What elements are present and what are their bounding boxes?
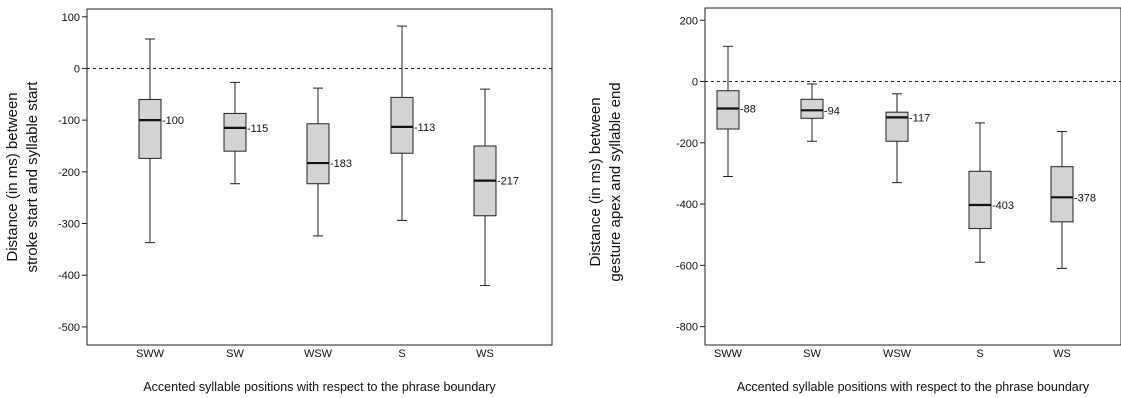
y-axis-title-line-2: gesture apex and syllable end bbox=[607, 82, 624, 281]
iqr-box bbox=[800, 98, 824, 119]
y-tick-label: -400 bbox=[676, 199, 698, 211]
x-tick-label: WS bbox=[476, 348, 494, 360]
box-ws: -378 bbox=[1050, 130, 1096, 269]
x-tick-label: WSW bbox=[304, 348, 333, 360]
median-label: -113 bbox=[414, 122, 435, 134]
x-tick-label: WSW bbox=[883, 348, 912, 360]
y-axis-title-line-1: Distance (in ms) between bbox=[4, 92, 21, 261]
box-sw: -94 bbox=[800, 83, 840, 142]
box-s: -113 bbox=[390, 25, 435, 221]
box-s: -403 bbox=[968, 122, 1014, 263]
median-label: -94 bbox=[824, 105, 840, 117]
box-wsw: -117 bbox=[885, 93, 930, 184]
y-tick-label: -400 bbox=[58, 270, 80, 282]
chart-panel-2: 200 0 -200 -400 -600 -800 -88 SWW -94 SW -117 WSW -4… bbox=[587, 7, 1121, 394]
x-tick-label: SW bbox=[803, 348, 821, 360]
y-tick-label: 200 bbox=[680, 15, 698, 27]
plot-frame bbox=[704, 7, 1121, 346]
y-tick-label: -300 bbox=[58, 219, 80, 231]
iqr-box bbox=[390, 96, 414, 154]
median-label: -117 bbox=[909, 112, 930, 124]
chart-panel-1: 100 0 -100 -200 -300 -400 -500 -100 SWW -115 SW -18… bbox=[4, 8, 553, 394]
y-tick-label: -100 bbox=[58, 115, 80, 127]
x-tick-label: WS bbox=[1053, 348, 1071, 360]
iqr-box bbox=[223, 112, 247, 152]
box-ws: -217 bbox=[473, 88, 519, 287]
plot-frame bbox=[86, 8, 553, 346]
y-tick-label: 0 bbox=[74, 63, 80, 75]
iqr-box bbox=[716, 90, 740, 130]
median-label: -217 bbox=[497, 176, 519, 188]
box-sww: -100 bbox=[138, 38, 184, 244]
y-tick-label: 100 bbox=[62, 12, 80, 24]
y-tick-label: -200 bbox=[58, 167, 80, 179]
box-sw: -115 bbox=[223, 81, 268, 185]
iqr-box bbox=[885, 111, 909, 142]
median-label: -100 bbox=[162, 115, 184, 127]
box-wsw: -183 bbox=[306, 87, 352, 237]
median-label: -88 bbox=[740, 103, 756, 115]
median-label: -115 bbox=[247, 123, 268, 135]
y-axis-title-line-1: Distance (in ms) between bbox=[587, 97, 604, 266]
iqr-box bbox=[306, 123, 330, 185]
box-sww: -88 bbox=[716, 45, 756, 177]
x-tick-label: S bbox=[398, 348, 405, 360]
x-tick-label: SWW bbox=[136, 348, 165, 360]
y-tick-label: -200 bbox=[676, 138, 698, 150]
y-tick-label: -600 bbox=[676, 260, 698, 272]
iqr-box bbox=[138, 98, 162, 159]
x-tick-label: S bbox=[976, 348, 983, 360]
median-label: -403 bbox=[992, 200, 1014, 212]
iqr-box bbox=[968, 170, 992, 230]
y-tick-label: 0 bbox=[692, 77, 698, 89]
iqr-box bbox=[1050, 166, 1074, 223]
y-axis-title-line-2: stroke start and syllable start bbox=[24, 81, 41, 273]
median-label: -183 bbox=[330, 158, 352, 170]
median-label: -378 bbox=[1074, 192, 1096, 204]
y-tick-label: -800 bbox=[676, 322, 698, 334]
x-tick-label: SWW bbox=[714, 348, 743, 360]
y-tick-label: -500 bbox=[58, 322, 80, 334]
x-tick-label: SW bbox=[226, 348, 244, 360]
x-axis-title: Accented syllable positions with respect… bbox=[737, 380, 1090, 394]
x-axis-title: Accented syllable positions with respect… bbox=[143, 380, 496, 394]
